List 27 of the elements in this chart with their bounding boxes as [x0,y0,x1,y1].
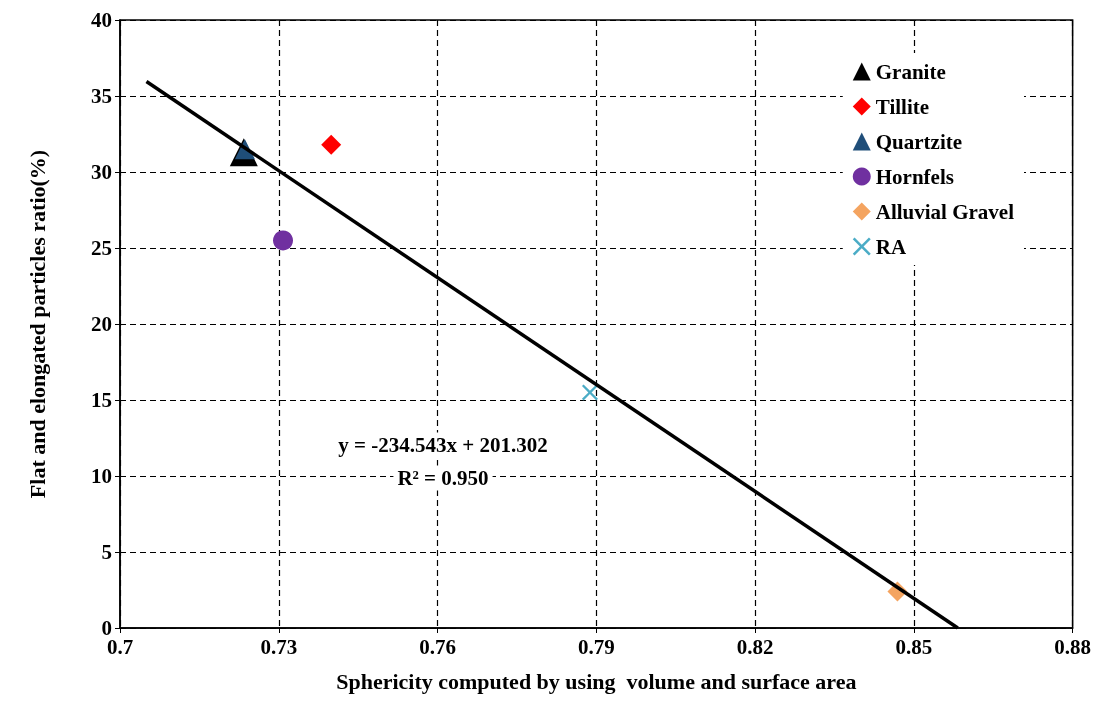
y-tick-label: 20 [91,312,112,336]
y-tick-label: 5 [101,540,112,564]
x-axis-title: Sphericity computed by using volume and surface area [336,668,857,694]
point [581,384,598,401]
point [273,230,293,251]
x-tick-label: 0.79 [577,634,615,659]
x-tick-label: 0.76 [419,634,456,659]
legend-label: Hornfels [875,164,954,189]
legend-label: Tillite [875,94,930,119]
y-tick-label: 30 [91,160,112,184]
x-tick-label: 0.88 [1054,634,1091,659]
y-tick-label: 35 [91,84,112,108]
legend-label: Alluvial Gravel [875,199,1015,224]
point [321,134,342,155]
legend-label: Quartzite [875,129,963,154]
x-tick-label: 0.73 [260,634,298,659]
y-tick-label: 25 [91,236,112,260]
y-tick-label: 15 [91,388,112,412]
x-tick-label: 0.85 [895,634,933,659]
annotation: R² = 0.950 [397,466,489,490]
y-tick-label: 40 [91,8,112,32]
annotation: y = -234.543x + 201.302 [338,433,548,457]
legend-label: Granite [875,59,946,84]
x-tick-label: 0.82 [736,634,774,659]
legend-label: RA [875,234,907,259]
y-tick-label: 10 [91,464,112,488]
y-axis-title: Flat and elongated particles ratio(%) [24,149,50,499]
